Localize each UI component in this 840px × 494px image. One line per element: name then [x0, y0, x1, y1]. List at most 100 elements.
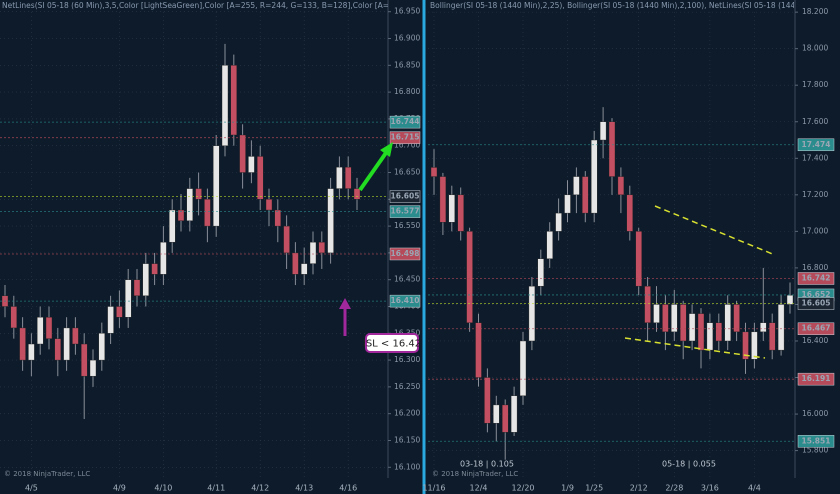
price-marker-label: 16.742 [802, 274, 831, 283]
candle-body [10, 306, 18, 329]
candle-body [591, 139, 598, 214]
candle-body [283, 225, 290, 254]
candle-body [177, 209, 185, 221]
candle-body [186, 188, 194, 221]
trend-line [654, 205, 776, 256]
candle-body [28, 343, 35, 361]
x-tick-label: 1/9 [561, 484, 574, 493]
info-label: 05-18 | 0.055 [662, 460, 716, 469]
price-marker [797, 297, 835, 310]
candle-body [257, 156, 264, 200]
price-marker-label: 16.410 [391, 296, 420, 305]
candle-body [537, 258, 544, 287]
candle-body [777, 304, 785, 351]
candle-body [653, 304, 660, 323]
price-marker [797, 372, 835, 386]
candle-body [564, 194, 571, 214]
x-tick-label: 4/16 [339, 484, 357, 493]
price-marker [797, 435, 835, 448]
x-tick-label: 11/16 [422, 484, 445, 493]
candle-body [19, 327, 26, 361]
y-tick-label: 16.350 [394, 328, 420, 337]
y-tick-label: 16.550 [394, 221, 420, 230]
info-label: 03-18 | 0.105 [460, 460, 514, 469]
y-tick-label: 16.100 [394, 462, 420, 471]
candle-body [608, 121, 616, 177]
y-tick-label: 17.800 [802, 80, 828, 89]
candle-body [142, 263, 150, 296]
candle-body [124, 279, 132, 318]
candle-body [309, 241, 317, 264]
price-marker [797, 322, 835, 335]
candle-body [160, 241, 167, 275]
price-marker-label: 16.605 [802, 299, 831, 308]
candle-body [688, 313, 696, 342]
candle-body [644, 285, 651, 323]
credit: © 2018 NinjaTrader, LLC [432, 470, 518, 478]
candle-body [430, 167, 438, 177]
price-marker-label: 16.498 [391, 249, 420, 258]
candle-body [448, 194, 455, 223]
candle-body [204, 199, 211, 227]
candle-body [671, 304, 678, 333]
candle-body [626, 194, 633, 232]
candle-body [327, 188, 334, 254]
candle-body [573, 176, 580, 196]
price-marker [389, 247, 421, 261]
candle-body [751, 331, 758, 360]
price-marker [389, 190, 421, 203]
green-arrow-head [380, 142, 393, 157]
candle-body [353, 188, 361, 200]
candle-body [733, 304, 740, 333]
candle-body [37, 317, 44, 345]
credit: © 2018 NinjaTrader, LLC [4, 470, 90, 478]
candle-body [274, 209, 281, 227]
candle-body [510, 395, 518, 433]
x-tick-label: 2/12 [630, 484, 648, 493]
header: Bollinger(SI 05-18 (1440 Min),2,25), Bol… [430, 1, 840, 10]
candle-body [715, 322, 722, 342]
candle-body [72, 327, 79, 345]
candle-body [519, 340, 527, 396]
magenta-arrow-head [339, 298, 351, 309]
candle-body [221, 65, 229, 146]
candle-body [769, 322, 776, 351]
candle-body [742, 331, 749, 360]
price-marker-label: 16.577 [391, 207, 420, 216]
price-marker-label: 16.605 [391, 192, 420, 201]
candle-body [336, 166, 343, 189]
y-tick-label: 15.800 [802, 446, 828, 455]
y-tick-label: 17.600 [802, 117, 828, 126]
candle-body [466, 231, 473, 323]
chart-header: NetLines(SI 05-18 (60 Min),3,5,Color [Li… [2, 1, 472, 10]
candle-body [493, 404, 500, 424]
x-tick-label: 1/25 [585, 484, 603, 493]
candle-body [292, 252, 299, 275]
chart-header: Bollinger(SI 05-18 (1440 Min),2,25), Bol… [430, 1, 840, 10]
candle-body [555, 212, 562, 232]
y-tick-label: 17.400 [802, 153, 828, 162]
candle-body [502, 404, 509, 433]
candle-body [475, 322, 482, 378]
y-tick-label: 16.450 [394, 275, 420, 284]
price-marker-label: 15.851 [802, 436, 831, 445]
price-marker [389, 205, 421, 218]
candle-body [239, 134, 246, 173]
x-tick-label: 4/12 [251, 484, 269, 493]
candle-body [212, 145, 220, 227]
candle-body [528, 285, 536, 342]
y-tick-label: 17.200 [802, 190, 828, 199]
x-tick-label: 12/4 [470, 484, 488, 493]
annotation-box [365, 333, 419, 353]
y-tick-label: 16.400 [802, 336, 828, 345]
y-tick-label: 16.800 [394, 87, 420, 96]
candle-body [265, 199, 273, 211]
candle-body [439, 176, 447, 223]
x-tick-label: 4/9 [113, 484, 126, 493]
y-tick-label: 18.000 [802, 44, 828, 53]
price-marker-label: 16.467 [802, 324, 831, 333]
candle-body [662, 304, 669, 333]
